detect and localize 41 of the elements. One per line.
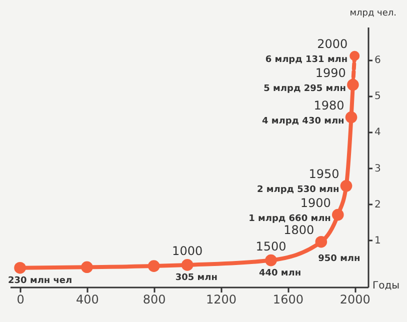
point bbox=[148, 260, 160, 272]
annotation: 5 млрд 295 млн bbox=[264, 84, 346, 94]
annotation: 1980 bbox=[314, 98, 344, 112]
annotation: 440 млн bbox=[258, 268, 302, 278]
annotation: 2000 bbox=[317, 36, 348, 51]
annotation: 2 млрд 530 млн bbox=[256, 184, 340, 195]
x-tick-label: 400 bbox=[76, 292, 99, 306]
y-tick-label: 3 bbox=[374, 163, 381, 174]
x-tick-label: 800 bbox=[142, 292, 166, 306]
annotation: 1 млрд 660 млн bbox=[248, 214, 331, 224]
y-tick-label: 2 bbox=[374, 199, 381, 210]
point bbox=[14, 262, 26, 274]
y-axis-title: млрд чел. bbox=[350, 8, 396, 18]
annotation: 1950 bbox=[308, 166, 340, 181]
annotation: 6 млрд 131 млн bbox=[265, 54, 348, 65]
annotation: 1000 bbox=[172, 244, 203, 258]
x-tick-label: 0 bbox=[16, 292, 24, 306]
point bbox=[332, 208, 344, 221]
point bbox=[350, 50, 360, 61]
annotation: 4 млрд 430 млн bbox=[262, 116, 344, 126]
y-tick-label: 4 bbox=[374, 127, 381, 138]
point bbox=[340, 180, 352, 192]
point bbox=[181, 259, 194, 271]
annotation: 1990 bbox=[315, 66, 346, 80]
x-tick-label: 1600 bbox=[272, 292, 304, 306]
annotation: 1900 bbox=[300, 196, 331, 210]
x-tick-label: 1200 bbox=[206, 292, 237, 306]
annotation: 1800 bbox=[284, 222, 314, 237]
point bbox=[265, 254, 277, 266]
annotation: 1500 bbox=[256, 239, 286, 254]
annotation: 305 млн bbox=[175, 272, 218, 283]
annotation: 230 млн чел bbox=[8, 276, 72, 286]
y-tick-label: 6 bbox=[374, 55, 381, 66]
y-tick-label: 1 bbox=[374, 236, 381, 247]
point bbox=[315, 236, 328, 248]
y-tick-label: 5 bbox=[374, 91, 381, 102]
point bbox=[345, 111, 358, 124]
x-axis-title: Годы bbox=[372, 280, 400, 292]
point bbox=[81, 261, 93, 274]
annotation: 950 млн bbox=[318, 254, 360, 264]
x-tick-label: 2000 bbox=[340, 292, 370, 306]
